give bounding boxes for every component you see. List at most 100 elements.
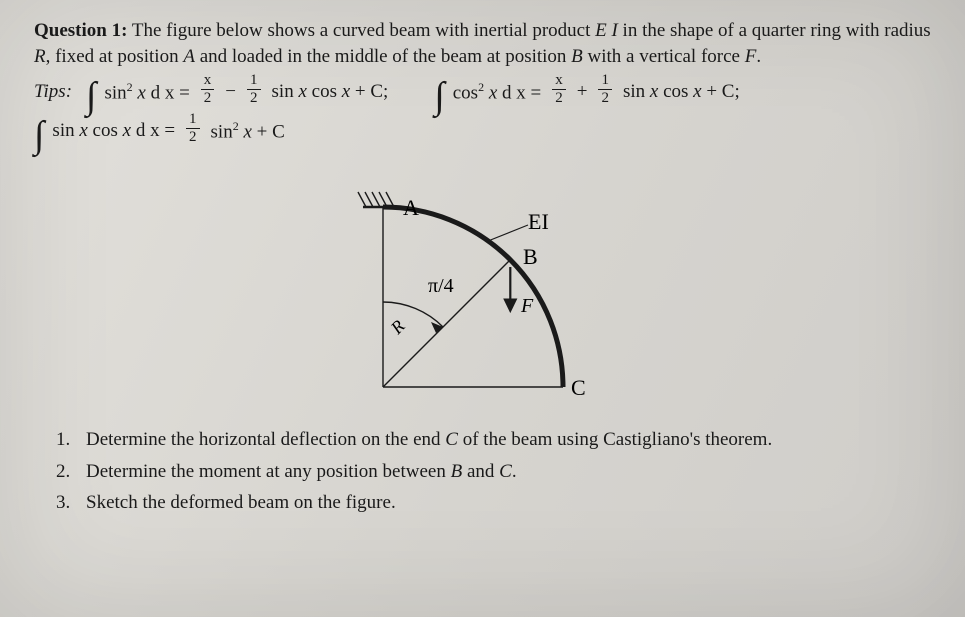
var-C: C [445, 429, 458, 450]
sin2-rhs: sin2 x + C [211, 119, 285, 143]
var-x: x [298, 81, 306, 102]
question-text-6: . [756, 46, 761, 67]
label-EI: EI [528, 209, 549, 234]
label-A: A [403, 195, 419, 220]
plus-C: + C [706, 81, 734, 102]
page-root: Question 1: The figure below shows a cur… [0, 0, 965, 617]
var-B: B [571, 46, 583, 67]
question-text-2: in the shape of a quarter ring with radi… [618, 20, 931, 41]
fn-sin: sin [211, 121, 233, 142]
exp-2: 2 [233, 119, 239, 133]
item-text: Determine the horizontal deflection on t… [86, 425, 772, 454]
item-number: 3. [56, 488, 78, 517]
var-C: C [499, 461, 512, 482]
var-F: F [745, 46, 757, 67]
eq: = [531, 82, 542, 103]
frac-den: 2 [201, 90, 215, 106]
frac-x-2-b: x2 [552, 73, 566, 106]
plus-sign: + [577, 81, 588, 103]
frac-den: 2 [598, 90, 612, 106]
fn-cos: cos [312, 81, 337, 102]
text: Determine the moment at any position bet… [86, 461, 451, 482]
question-text-1: The figure below shows a curved beam wit… [132, 20, 595, 41]
frac-den: 2 [247, 90, 261, 106]
frac-num: 1 [186, 112, 200, 129]
beam-diagram: A EI B F C R π/4 [333, 157, 633, 417]
var-B: B [451, 461, 463, 482]
item-text: Sketch the deformed beam on the figure. [86, 488, 396, 517]
plus-C: + C [355, 81, 383, 102]
dx: d x [151, 82, 175, 103]
question-label: Question 1: [34, 20, 127, 41]
subquestion-2: 2. Determine the moment at any position … [56, 457, 931, 486]
angle-arrow-icon [431, 322, 443, 333]
fn-sin: sin [272, 81, 294, 102]
exp-2: 2 [478, 80, 484, 94]
var-x: x [342, 81, 350, 102]
cos2-lhs: cos2 x d x = [453, 80, 541, 104]
label-B: B [523, 244, 538, 269]
var-EI: E I [595, 20, 618, 41]
frac-1-2-b: 12 [598, 73, 612, 106]
item-text: Determine the moment at any position bet… [86, 457, 517, 486]
var-x: x [79, 120, 87, 141]
frac-num: 1 [598, 73, 612, 90]
sin2-lhs: sin2 x d x = [104, 80, 189, 104]
text: of the beam using Castigliano's theorem. [458, 429, 772, 450]
exp-2: 2 [127, 80, 133, 94]
fn-cos: cos [93, 120, 118, 141]
frac-1-2-a: 12 [247, 73, 261, 106]
fn-cos: cos [453, 82, 478, 103]
tips-label: Tips: [34, 81, 72, 103]
subquestion-1: 1. Determine the horizontal deflection o… [56, 425, 931, 454]
question-text-4: and loaded in the middle of the beam at … [195, 46, 571, 67]
dx: d x [502, 82, 526, 103]
tips-row-2: ∫ sin x cos x d x = 12 sin2 x + C [34, 114, 931, 147]
fn-sin: sin [52, 120, 74, 141]
var-x: x [137, 82, 145, 103]
ei-leader-line [488, 225, 528, 241]
sincos-lhs: sin x cos x d x = [52, 120, 175, 142]
var-R: R [34, 46, 46, 67]
frac-num: x [552, 73, 566, 90]
var-x: x [243, 121, 251, 142]
fn-sin: sin [623, 81, 645, 102]
question-header: Question 1: The figure below shows a cur… [34, 18, 931, 69]
eq: = [164, 120, 175, 141]
sin-cos-term-a: sin x cos x + C; [272, 81, 389, 103]
question-text-5: with a vertical force [583, 46, 745, 67]
sin-cos-term-b: sin x cos x + C; [623, 81, 740, 103]
text: and [462, 461, 499, 482]
frac-x-2: x2 [201, 73, 215, 106]
force-arrow-icon [504, 267, 517, 312]
figure-container: A EI B F C R π/4 [34, 157, 931, 417]
item-number: 1. [56, 425, 78, 454]
fn-cos: cos [663, 81, 688, 102]
semicolon: ; [734, 81, 739, 102]
frac-den: 2 [552, 90, 566, 106]
label-F: F [520, 295, 534, 317]
var-x: x [123, 120, 131, 141]
subquestion-list: 1. Determine the horizontal deflection o… [56, 425, 931, 517]
item-number: 2. [56, 457, 78, 486]
var-A: A [183, 46, 195, 67]
eq: = [179, 82, 190, 103]
fn-sin: sin [104, 82, 126, 103]
label-R: R [385, 316, 408, 339]
subquestion-3: 3. Sketch the deformed beam on the figur… [56, 488, 931, 517]
question-text-3: , fixed at position [46, 46, 184, 67]
minus-sign: − [225, 81, 236, 103]
frac-num: x [201, 73, 215, 90]
frac-num: 1 [247, 73, 261, 90]
label-angle: π/4 [428, 275, 454, 297]
dx: d x [136, 120, 160, 141]
text: . [512, 461, 517, 482]
plus-C: + C [257, 121, 285, 142]
var-x: x [650, 81, 658, 102]
tips-row-1: Tips: ∫ sin2 x d x = x2 − 12 sin x cos x… [34, 75, 931, 108]
frac-den: 2 [186, 129, 200, 145]
var-x: x [489, 82, 497, 103]
frac-1-2-c: 12 [186, 112, 200, 145]
var-x: x [693, 81, 701, 102]
text: Determine the horizontal deflection on t… [86, 429, 445, 450]
